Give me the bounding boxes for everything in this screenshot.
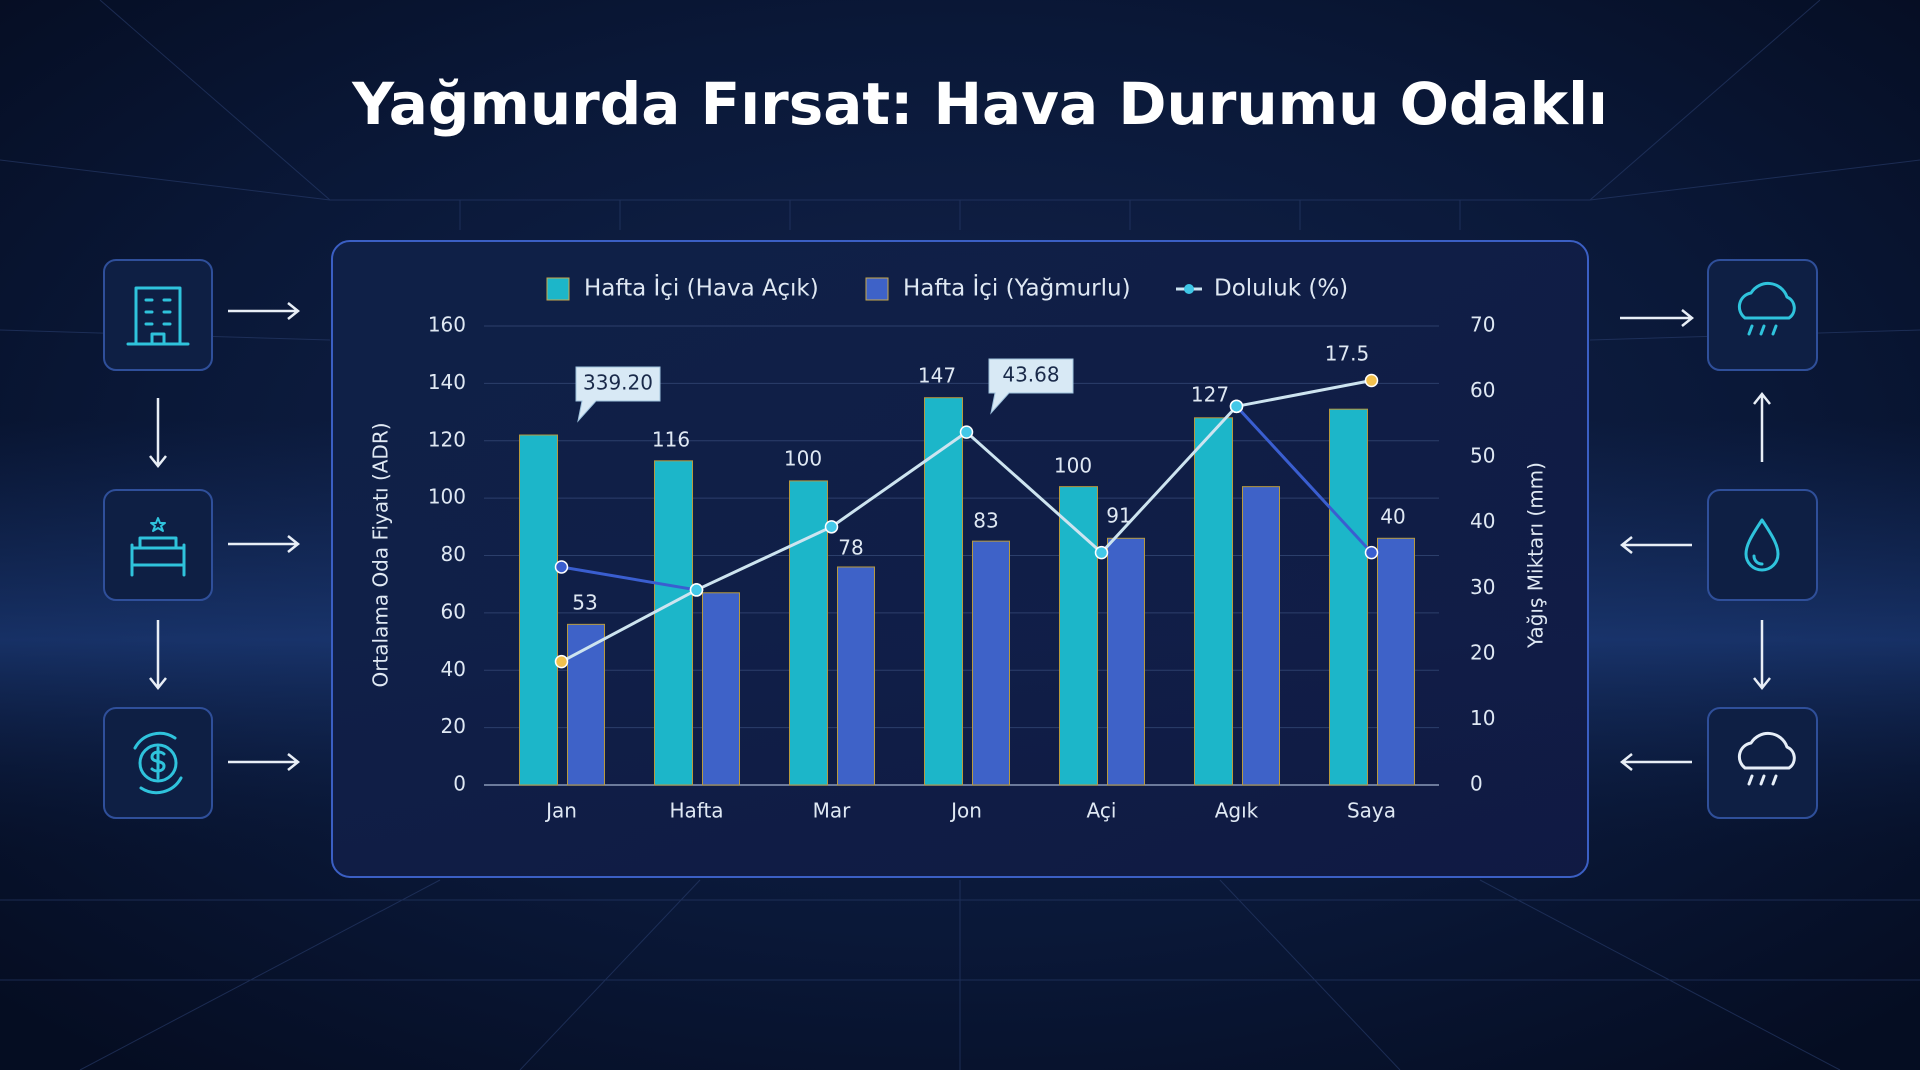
line-marker — [689, 583, 704, 597]
y-axis-title: Ortalama Oda Fiyatı (ADR) — [369, 422, 393, 687]
data-label: 40 — [1380, 505, 1405, 529]
y-tick-label: 60 — [441, 599, 466, 623]
bar — [702, 592, 740, 786]
x-tick-label: Saya — [1347, 799, 1396, 823]
bar — [1377, 537, 1415, 786]
y2-tick-label: 70 — [1470, 313, 1495, 337]
data-label: 127 — [1191, 383, 1229, 407]
bar — [789, 480, 828, 786]
data-label: 100 — [1054, 454, 1092, 478]
side-icons — [103, 259, 1818, 819]
x-tick-label: Jan — [544, 799, 577, 823]
y-tick-label: 80 — [441, 542, 466, 566]
legend-swatch — [546, 277, 570, 301]
y-tick-label: 120 — [428, 427, 466, 451]
legend-label: Doluluk (%) — [1214, 276, 1348, 302]
bar — [654, 460, 693, 786]
line-marker — [959, 425, 974, 439]
line-marker — [554, 654, 569, 669]
line-marker — [554, 560, 569, 574]
line-marker — [1364, 545, 1379, 560]
y-tick-label: 100 — [428, 485, 466, 509]
line-marker — [824, 520, 839, 534]
legend-label: Hafta İçi (Hava Açık) — [584, 274, 819, 302]
callout-label: 43.68 — [1002, 363, 1059, 387]
y2-tick-label: 50 — [1470, 444, 1495, 468]
bar — [1194, 417, 1233, 786]
x-tick-label: Açi — [1087, 799, 1117, 823]
data-label: 100 — [784, 447, 822, 471]
x-tick-label: Agık — [1215, 799, 1259, 823]
line — [561, 565, 697, 592]
y-tick-label: 40 — [441, 657, 466, 681]
data-label: 17.5 — [1325, 342, 1370, 366]
bar — [1329, 408, 1368, 786]
legend-marker — [1184, 284, 1194, 294]
bar — [1242, 486, 1280, 786]
bar — [924, 397, 963, 786]
x-tick-label: Hafta — [669, 799, 723, 823]
legend-swatch — [865, 277, 889, 301]
y2-tick-label: 10 — [1470, 706, 1495, 730]
y2-tick-label: 0 — [1470, 772, 1483, 796]
x-tick-label: Jon — [949, 799, 982, 823]
callout-label: 339.20 — [583, 371, 653, 395]
bar — [519, 434, 558, 786]
y2-tick-label: 30 — [1470, 575, 1495, 599]
y2-tick-label: 40 — [1470, 509, 1495, 533]
x-tick-label: Mar — [813, 799, 852, 823]
legend-label: Hafta İçi (Yağmurlu) — [903, 274, 1131, 302]
line-marker — [1364, 373, 1379, 388]
chart-title: Yağmurda Fırsat: Hava Durumu Odaklı — [351, 70, 1608, 138]
y-tick-label: 160 — [428, 313, 466, 337]
data-label: 91 — [1106, 504, 1131, 528]
data-label: 53 — [572, 591, 597, 615]
y-tick-label: 20 — [441, 714, 466, 738]
y2-tick-label: 20 — [1470, 640, 1495, 664]
data-label: 83 — [973, 509, 998, 533]
y2-axis-title: Yağış Miktarı (mm) — [1524, 462, 1548, 649]
bar — [567, 623, 605, 786]
line — [1235, 405, 1373, 554]
callout-box — [988, 358, 1074, 415]
y-tick-label: 140 — [428, 370, 466, 394]
data-label: 78 — [838, 536, 863, 560]
line-marker — [1094, 545, 1109, 560]
flow-arrows — [149, 302, 1771, 771]
data-label: 116 — [652, 428, 690, 452]
y2-tick-label: 60 — [1470, 378, 1495, 402]
y-tick-label: 0 — [453, 772, 466, 796]
line-marker — [1229, 399, 1244, 414]
bar — [1059, 486, 1098, 786]
callout-box — [575, 366, 661, 423]
data-label: 147 — [918, 364, 956, 388]
bar — [837, 566, 875, 786]
bar — [972, 540, 1010, 786]
bar — [1107, 537, 1145, 786]
